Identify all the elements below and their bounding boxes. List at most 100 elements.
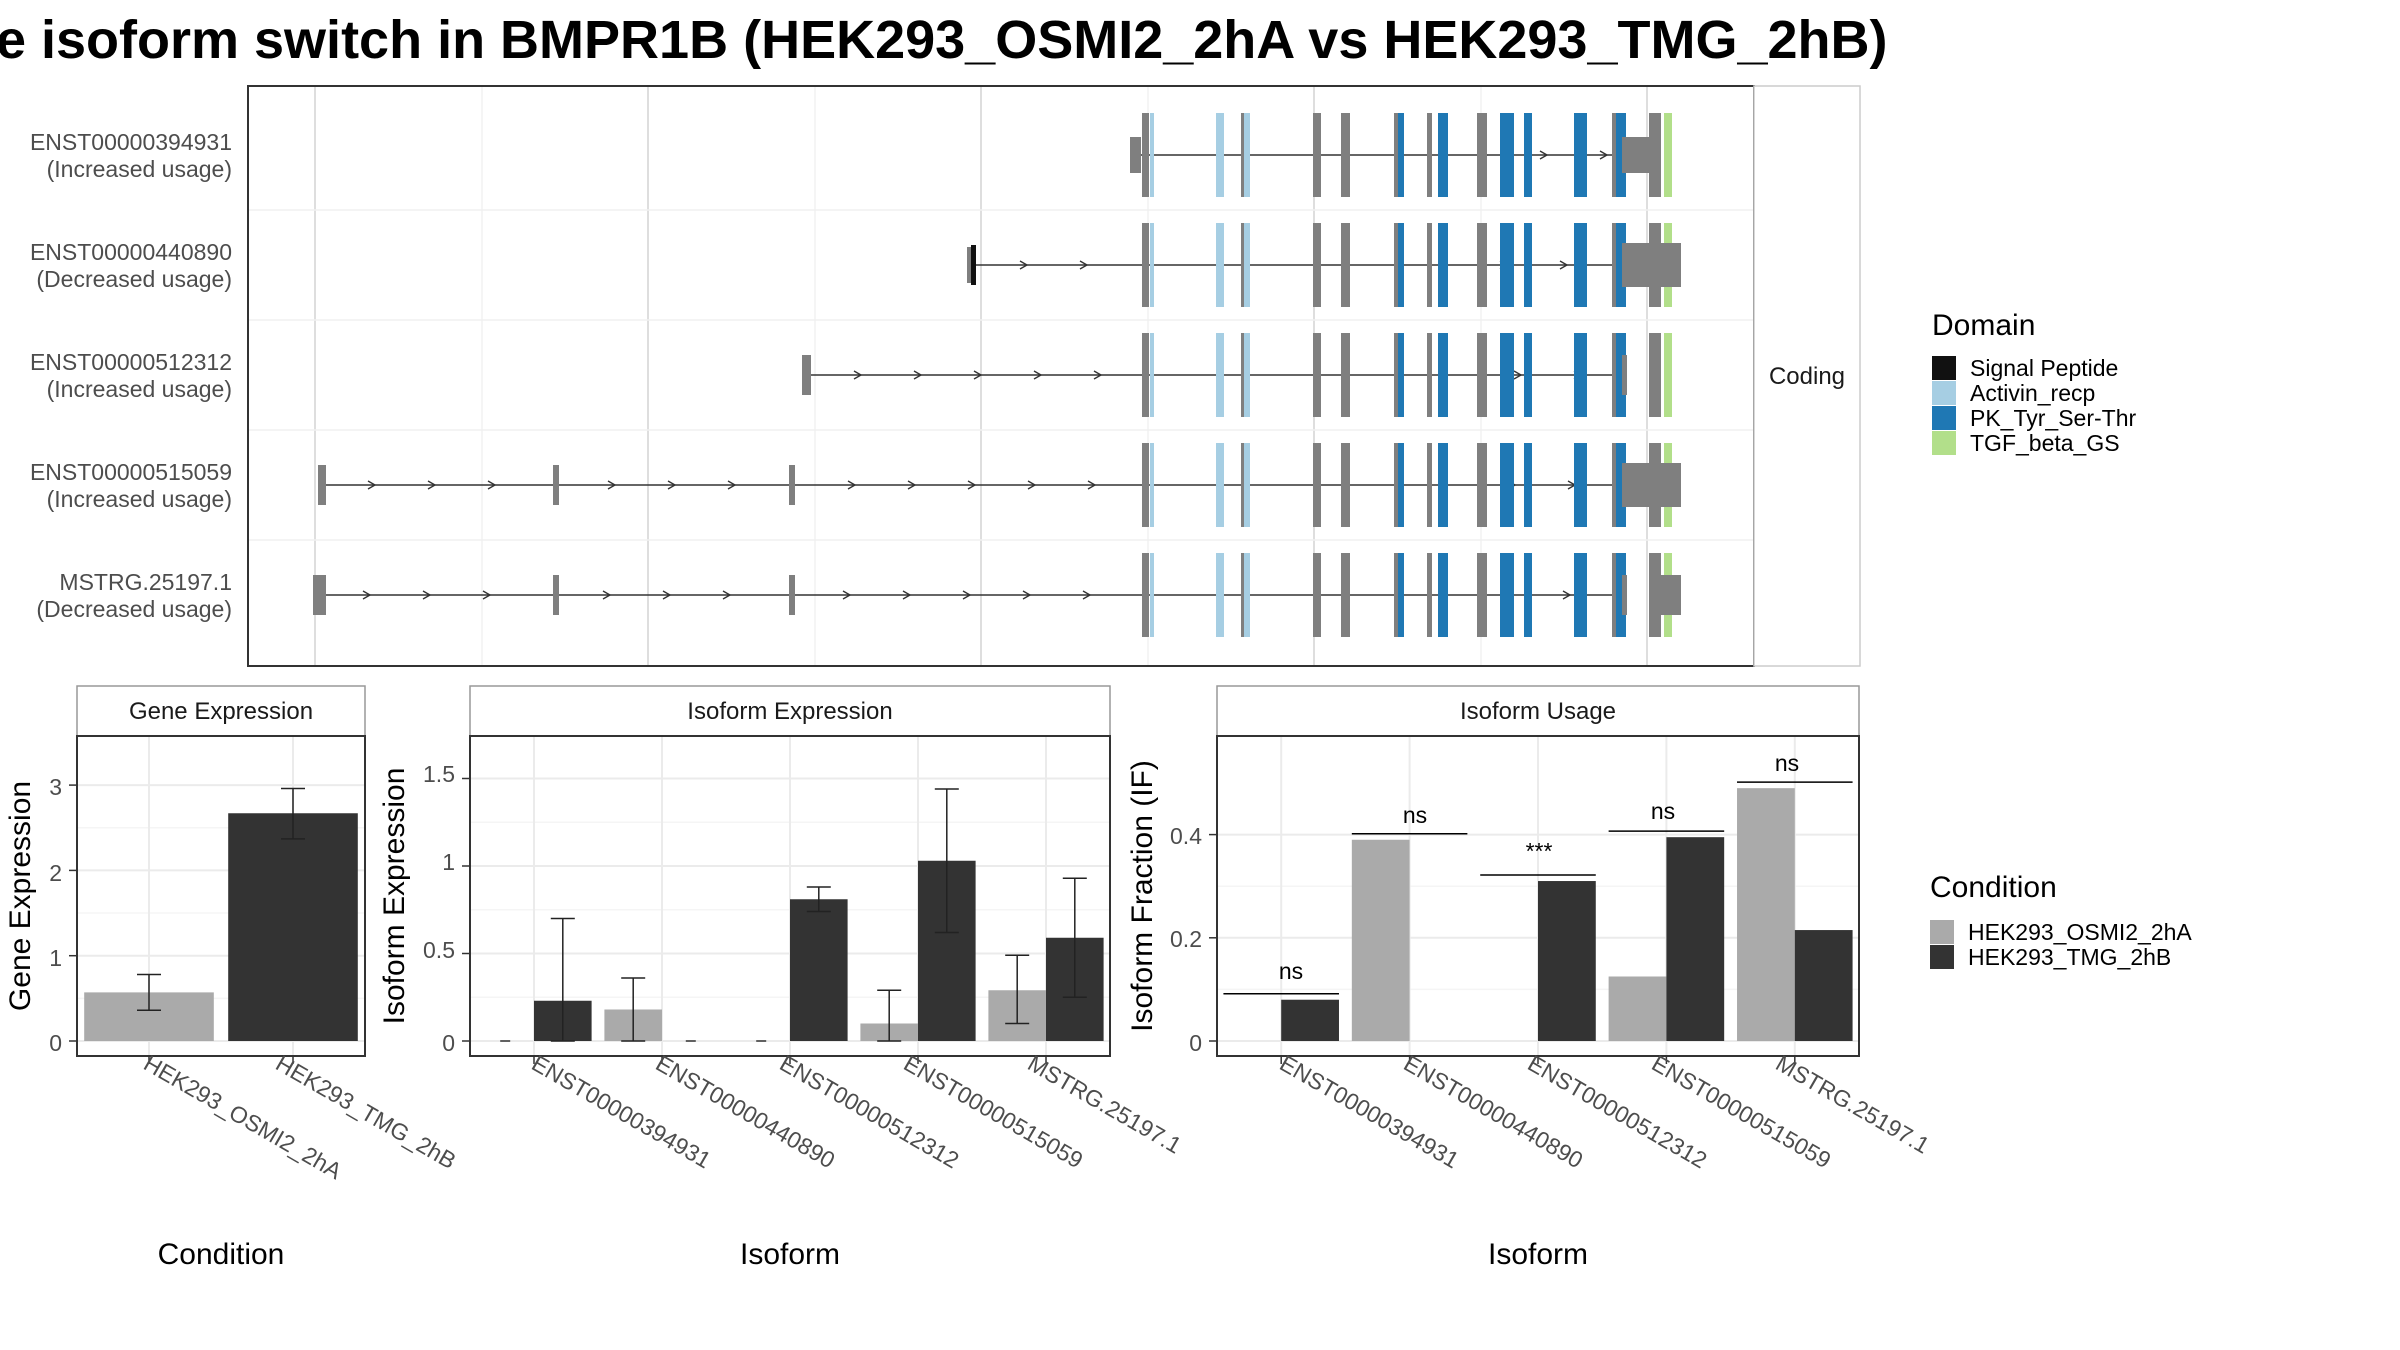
intron-arrow-icon [1079,260,1089,270]
bar [1794,930,1853,1041]
exon-block [1342,333,1350,417]
legend-key-signal-peptide [1932,356,1956,380]
intron-arrow-icon [367,480,377,490]
exon-block [1394,223,1398,307]
exon-block [1341,443,1345,527]
exon-block [1244,443,1250,527]
utr-block [1622,575,1627,615]
exon-block [1216,223,1224,307]
exon-block [1342,223,1350,307]
transcript-row [1130,113,1672,197]
isoform-usage-bars [1223,781,1853,1041]
intron-arrow-icon [727,480,737,490]
exon-block [1342,443,1350,527]
exon-block [1342,553,1350,637]
exon-block [789,465,795,505]
exon-block [1150,553,1154,637]
isoform-usage-y-title: Isoform Fraction (IF) [1126,760,1159,1032]
domain-block [1615,443,1623,527]
exon-block [1313,333,1321,417]
gene-expression-x-title: Condition [158,1238,285,1271]
intron-arrow-icon [1019,260,1029,270]
significance-label: ns [1279,958,1303,984]
domain-block [1438,113,1448,197]
exon-block [313,575,326,615]
domain-legend: Domain Signal Peptide Activin_recp PK_Ty… [1932,309,2136,456]
gene-expression-x-ticks: HEK293_OSMI2_2hA HEK293_TMG_2hB [140,1050,461,1185]
significance-labels: ns ns *** ns ns [1279,750,1799,984]
legend-key-pk-tyr-ser-thr [1932,406,1956,430]
exon-block [1427,553,1432,637]
isoform-expression-strip-label: Isoform Expression [687,698,892,725]
legend-label: Signal Peptide [1970,355,2118,381]
transcript-row [967,223,1681,307]
domain-legend-title: Domain [1932,309,2035,342]
isoform-expression-strip [469,685,1111,737]
isoform-usage-label: (Increased usage) [47,156,232,182]
exon-block [1241,223,1244,307]
domain-block [1438,223,1448,307]
exon-block [1150,113,1154,197]
exon-block [1341,333,1345,417]
y-tick-label: 1 [442,849,455,875]
domain-block [1394,113,1404,197]
intron-arrow-icon [973,370,983,380]
exon-block [1150,333,1154,417]
isoform-usage-x-title: Isoform [1488,1238,1588,1271]
intron-arrow-icon [1539,150,1549,160]
domain-block [1574,443,1582,527]
exon-block [1241,113,1244,197]
exon-block [1427,333,1432,417]
exon-block [1341,223,1345,307]
exon-block [789,575,795,615]
domain-block [1438,333,1448,417]
exon-block [1216,113,1224,197]
exon-block [1244,553,1250,637]
significance-label: ns [1403,802,1427,828]
intron-arrow-icon [1082,590,1092,600]
domain-block [1477,223,1487,307]
y-tick-label: 0 [49,1030,62,1056]
exon-block [553,465,559,505]
exon-block [1612,333,1616,417]
isoform-expression-bars [500,788,1104,1042]
exon-block [1216,553,1224,637]
legend-key-tgf-beta-gs [1932,431,1956,455]
exon-block [1142,553,1149,637]
legend-label: HEK293_TMG_2hB [1968,944,2171,970]
domain-block [1500,553,1514,637]
exon-block [1142,223,1149,307]
intron-arrow-icon [482,590,492,600]
domain-block [1477,443,1487,527]
exon-block [1241,333,1244,417]
exon-block [1612,113,1616,197]
exon-block [1342,113,1350,197]
domain-block [1394,223,1404,307]
bar [1281,999,1339,1041]
domain-block [1615,113,1623,197]
intron-arrow-icon [427,480,437,490]
exon-block [1241,553,1244,637]
structure-row-labels: ENST00000394931 (Increased usage) ENST00… [30,129,232,622]
intron-arrow-icon [1562,590,1572,600]
figure-title: The isoform switch in BMPR1B (HEK293_OSM… [0,10,1888,70]
exon-block [1244,333,1250,417]
facet-strip-label: Coding [1769,363,1845,390]
exon-block [1427,443,1432,527]
intron-arrow-icon [722,590,732,600]
isoform-label: ENST00000440890 [30,239,232,265]
significance-label: ns [1651,798,1675,824]
exon-block [1216,333,1224,417]
domain-block [1649,333,1661,417]
condition-legend-title: Condition [1930,871,2057,904]
exon-block [971,245,976,285]
exon-block [1427,223,1432,307]
exon-block [318,465,326,505]
domain-block [1524,333,1532,417]
exon-block [1142,333,1149,417]
intron-arrow-icon [842,590,852,600]
y-tick-label: 1 [49,945,62,971]
transcript-row [802,333,1672,417]
domain-block [1477,333,1487,417]
legend-label: HEK293_OSMI2_2hA [1968,919,2192,945]
